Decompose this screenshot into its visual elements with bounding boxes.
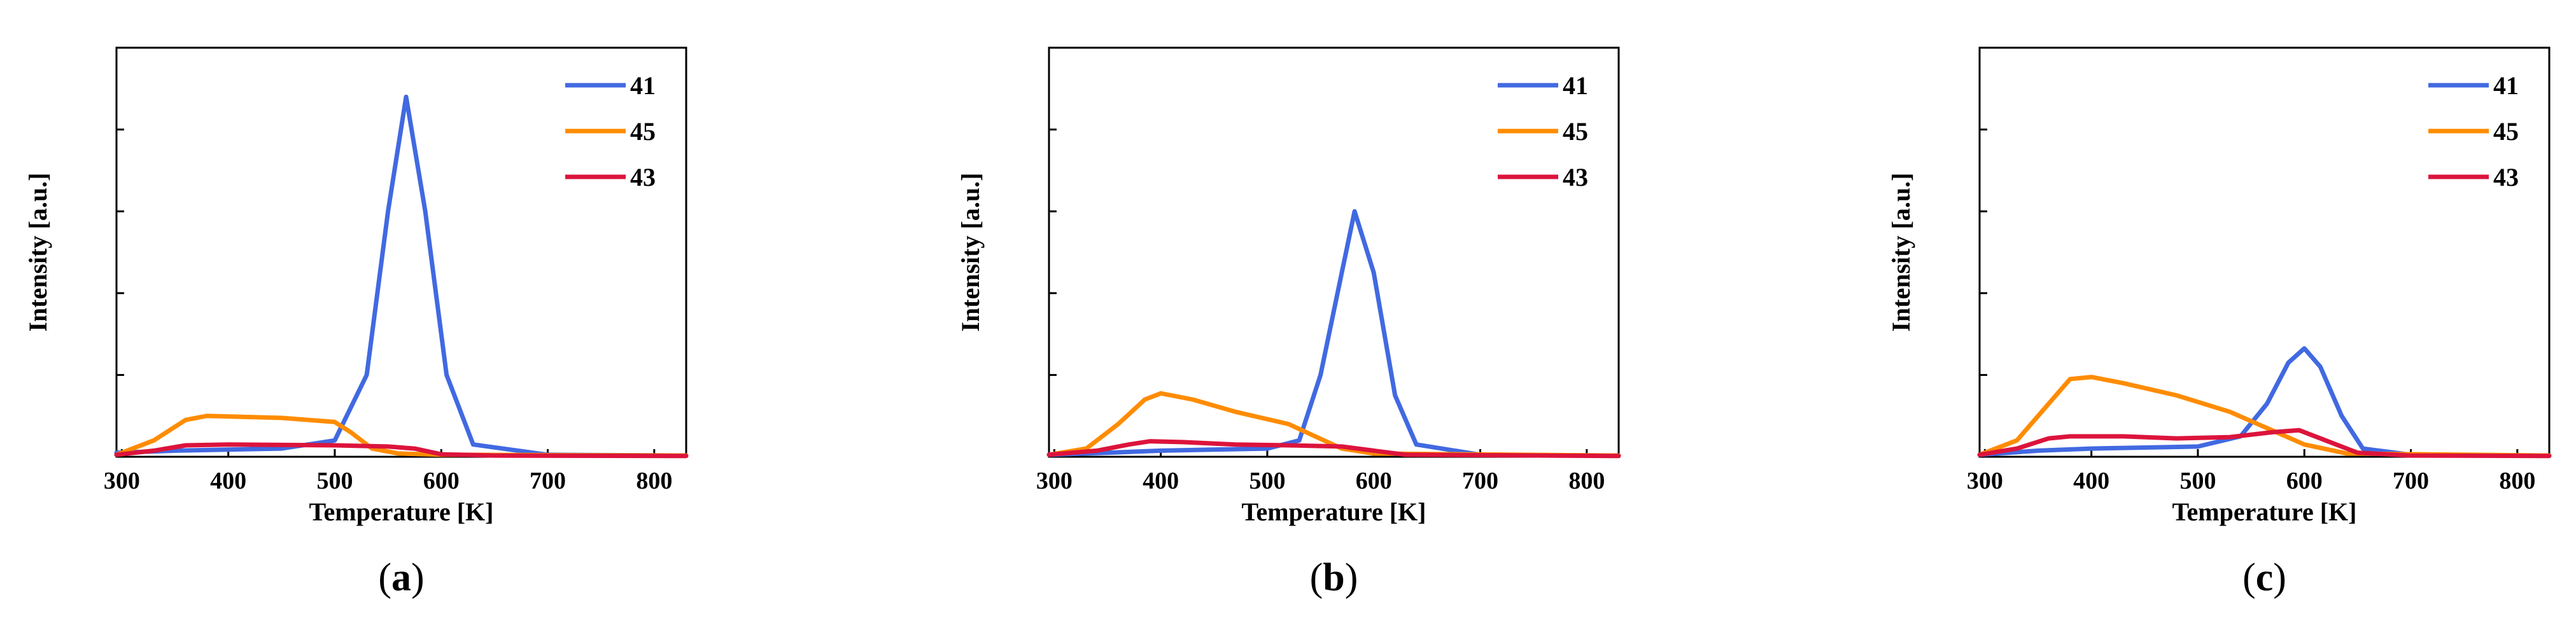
legend-label-41: 41 — [2493, 71, 2519, 100]
panel-label-close: ) — [1345, 556, 1358, 599]
x-tick-label: 800 — [636, 468, 672, 494]
panel-label-letter: b — [1323, 556, 1344, 599]
chart-panel-c: 300 400 500 600 700 800 Temperature [K] Intensi… — [1887, 46, 2552, 599]
x-axis-label: Temperature [K] — [309, 497, 494, 526]
plot-frame — [1978, 46, 2551, 458]
x-tick-label: 300 — [1036, 468, 1073, 494]
legend-label-45: 45 — [1563, 117, 1588, 146]
x-tick-label: 500 — [2179, 468, 2216, 494]
legend-label-43: 43 — [630, 163, 656, 191]
panel-label: (c) — [2242, 556, 2286, 599]
series-line-45 — [114, 414, 689, 458]
x-tick-label: 700 — [530, 468, 566, 494]
series-line-41 — [1977, 346, 2552, 458]
plot-frame — [115, 46, 687, 458]
x-tick-label: 600 — [2286, 468, 2323, 494]
panel-label: (a) — [378, 556, 424, 599]
legend-label-45: 45 — [2493, 117, 2519, 146]
legend-label-43: 43 — [2493, 163, 2519, 191]
panel-label-letter: c — [2256, 556, 2274, 599]
panel-label-open: ( — [378, 556, 391, 599]
x-tick-label: 300 — [1967, 468, 2003, 494]
panel-label-close: ) — [2273, 556, 2286, 599]
x-axis-label: Temperature [K] — [2172, 497, 2357, 526]
panel-label-letter: a — [391, 556, 411, 599]
x-tick-label: 700 — [1462, 468, 1498, 494]
panel-label: (b) — [1310, 556, 1358, 599]
panel-label-open: ( — [1310, 556, 1323, 599]
x-tick-label: 800 — [2499, 468, 2535, 494]
x-tick-label: 500 — [316, 468, 353, 494]
series-line-41 — [1046, 209, 1621, 458]
x-tick-label: 600 — [423, 468, 460, 494]
panel-label-open: ( — [2242, 556, 2256, 599]
x-tick-label: 800 — [1568, 468, 1605, 494]
y-axis-label: Intensity [a.u.] — [24, 172, 52, 331]
series-line-43 — [1977, 428, 2552, 459]
panel-label-close: ) — [411, 556, 425, 599]
x-tick-label: 600 — [1356, 468, 1392, 494]
legend-label-45: 45 — [630, 117, 656, 146]
y-axis-label: Intensity [a.u.] — [1887, 172, 1915, 331]
y-axis-label: Intensity [a.u.] — [956, 172, 985, 331]
legend-label-41: 41 — [1563, 71, 1588, 100]
x-axis-label: Temperature [K] — [1242, 497, 1426, 526]
legend-label-41: 41 — [630, 71, 656, 100]
x-tick-label: 400 — [2073, 468, 2109, 494]
x-tick-label: 300 — [104, 468, 140, 494]
x-tick-label: 400 — [1143, 468, 1179, 494]
chart-panel-b: 300 400 500 600 700 800 Temperature [K] Intensi… — [956, 46, 1621, 599]
plot-frame — [1048, 46, 1620, 458]
chart-panel-a: 300 400 500 600 700 800 Temperature [K] Intensi… — [24, 46, 689, 599]
legend-label-43: 43 — [1563, 163, 1588, 191]
series-line-45 — [1977, 375, 2552, 458]
x-tick-label: 700 — [2393, 468, 2429, 494]
series-line-43 — [1046, 439, 1621, 459]
x-tick-label: 400 — [210, 468, 246, 494]
series-line-41 — [114, 94, 689, 458]
series-line-43 — [114, 442, 689, 459]
x-tick-label: 500 — [1249, 468, 1285, 494]
